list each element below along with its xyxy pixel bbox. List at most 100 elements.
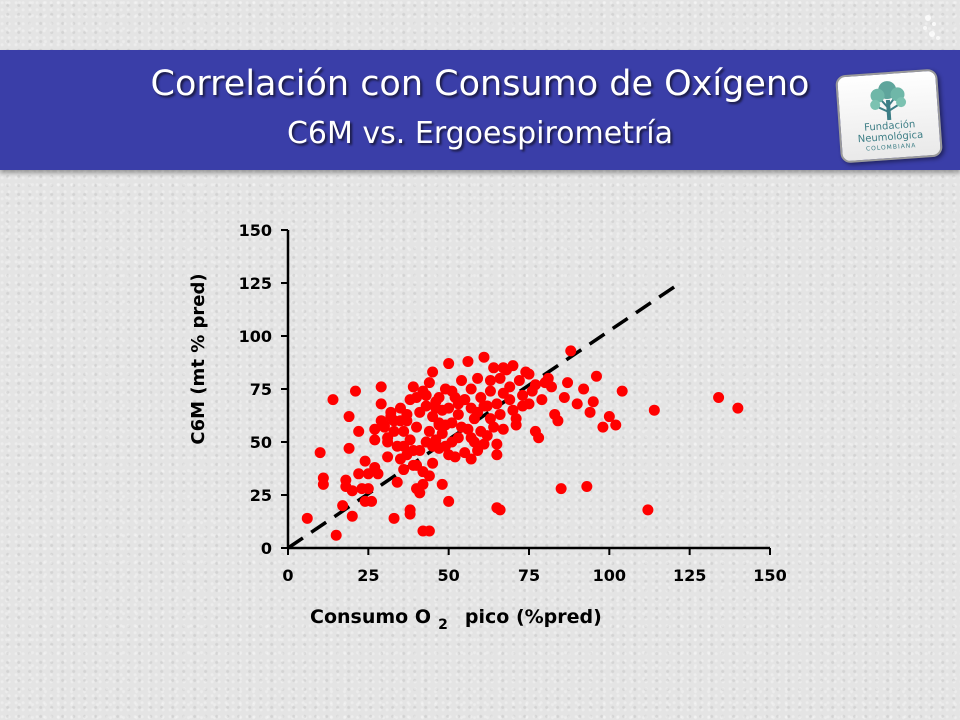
data-point bbox=[578, 383, 590, 395]
data-point bbox=[462, 423, 474, 435]
data-point bbox=[491, 398, 503, 410]
data-point bbox=[362, 483, 374, 495]
y-tick-label: 25 bbox=[250, 486, 272, 505]
data-point bbox=[327, 394, 339, 406]
data-point bbox=[427, 440, 439, 452]
x-axis-label: Consumo O 2 pico (%pred) bbox=[310, 606, 602, 633]
data-point bbox=[343, 411, 355, 423]
data-point bbox=[382, 436, 394, 448]
data-point bbox=[465, 453, 477, 465]
data-point bbox=[346, 510, 358, 522]
data-point bbox=[452, 408, 464, 420]
data-point bbox=[536, 394, 548, 406]
data-point bbox=[443, 495, 455, 507]
data-point bbox=[478, 351, 490, 363]
x-tick-label: 50 bbox=[438, 566, 460, 585]
data-point bbox=[504, 394, 516, 406]
data-point bbox=[513, 375, 525, 387]
data-point bbox=[417, 466, 429, 478]
data-point bbox=[359, 455, 371, 467]
x-tick-label: 75 bbox=[518, 566, 540, 585]
data-point bbox=[375, 398, 387, 410]
data-point bbox=[407, 459, 419, 471]
x-tick-label: 25 bbox=[357, 566, 379, 585]
data-point bbox=[491, 449, 503, 461]
data-point bbox=[353, 425, 365, 437]
y-tick-label: 100 bbox=[239, 327, 272, 346]
data-point bbox=[423, 425, 435, 437]
data-point bbox=[430, 402, 442, 414]
data-point bbox=[414, 444, 426, 456]
data-point bbox=[375, 381, 387, 393]
data-point bbox=[446, 417, 458, 429]
y-tick-label: 50 bbox=[250, 433, 272, 452]
data-point bbox=[542, 372, 554, 384]
data-point bbox=[565, 345, 577, 357]
data-point bbox=[462, 355, 474, 367]
foundation-logo: Fundación Neumológica COLOMBIANA bbox=[835, 68, 943, 164]
data-point bbox=[353, 468, 365, 480]
data-point bbox=[452, 432, 464, 444]
data-point bbox=[507, 404, 519, 416]
data-point bbox=[388, 425, 400, 437]
data-point bbox=[484, 375, 496, 387]
data-point bbox=[394, 402, 406, 414]
data-point bbox=[382, 451, 394, 463]
data-point bbox=[443, 358, 455, 370]
x-axis-label-tail: pico (%pred) bbox=[465, 606, 602, 628]
data-point bbox=[433, 419, 445, 431]
data-point bbox=[497, 362, 509, 374]
data-point bbox=[420, 400, 432, 412]
data-point bbox=[378, 419, 390, 431]
data-point bbox=[423, 377, 435, 389]
data-point bbox=[484, 413, 496, 425]
data-point bbox=[510, 413, 522, 425]
data-point bbox=[407, 381, 419, 393]
data-point bbox=[481, 430, 493, 442]
data-point bbox=[648, 404, 660, 416]
data-point bbox=[494, 504, 506, 516]
data-point bbox=[314, 447, 326, 459]
data-point bbox=[555, 483, 567, 495]
data-point bbox=[398, 464, 410, 476]
data-point bbox=[571, 398, 583, 410]
data-point bbox=[317, 472, 329, 484]
data-point bbox=[517, 389, 529, 401]
data-point bbox=[610, 419, 622, 431]
data-point bbox=[427, 366, 439, 378]
data-point bbox=[372, 468, 384, 480]
y-tick-label: 125 bbox=[239, 274, 272, 293]
x-tick-label: 125 bbox=[673, 566, 706, 585]
data-point bbox=[597, 421, 609, 433]
data-point bbox=[465, 383, 477, 395]
data-point bbox=[362, 468, 374, 480]
data-point bbox=[301, 512, 313, 524]
data-point bbox=[529, 379, 541, 391]
data-point bbox=[436, 428, 448, 440]
data-point bbox=[504, 381, 516, 393]
data-point bbox=[443, 402, 455, 414]
data-point bbox=[456, 375, 468, 387]
x-tick-label: 0 bbox=[282, 566, 293, 585]
data-point bbox=[459, 394, 471, 406]
y-tick-label: 150 bbox=[239, 221, 272, 240]
data-point bbox=[427, 457, 439, 469]
slide-title: Correlación con Consumo de Oxígeno bbox=[150, 64, 810, 104]
data-point bbox=[349, 385, 361, 397]
x-axis-label-subscript: 2 bbox=[438, 617, 448, 633]
data-point bbox=[558, 391, 570, 403]
data-point bbox=[404, 508, 416, 520]
data-point bbox=[523, 368, 535, 380]
data-point bbox=[404, 434, 416, 446]
data-point bbox=[549, 408, 561, 420]
slide-subtitle: C6M vs. Ergoespirometría bbox=[286, 116, 674, 151]
data-point bbox=[494, 372, 506, 384]
data-point bbox=[449, 451, 461, 463]
data-point bbox=[491, 438, 503, 450]
data-point bbox=[484, 385, 496, 397]
data-point bbox=[343, 442, 355, 454]
data-point bbox=[562, 377, 574, 389]
data-point bbox=[433, 391, 445, 403]
data-point bbox=[401, 415, 413, 427]
